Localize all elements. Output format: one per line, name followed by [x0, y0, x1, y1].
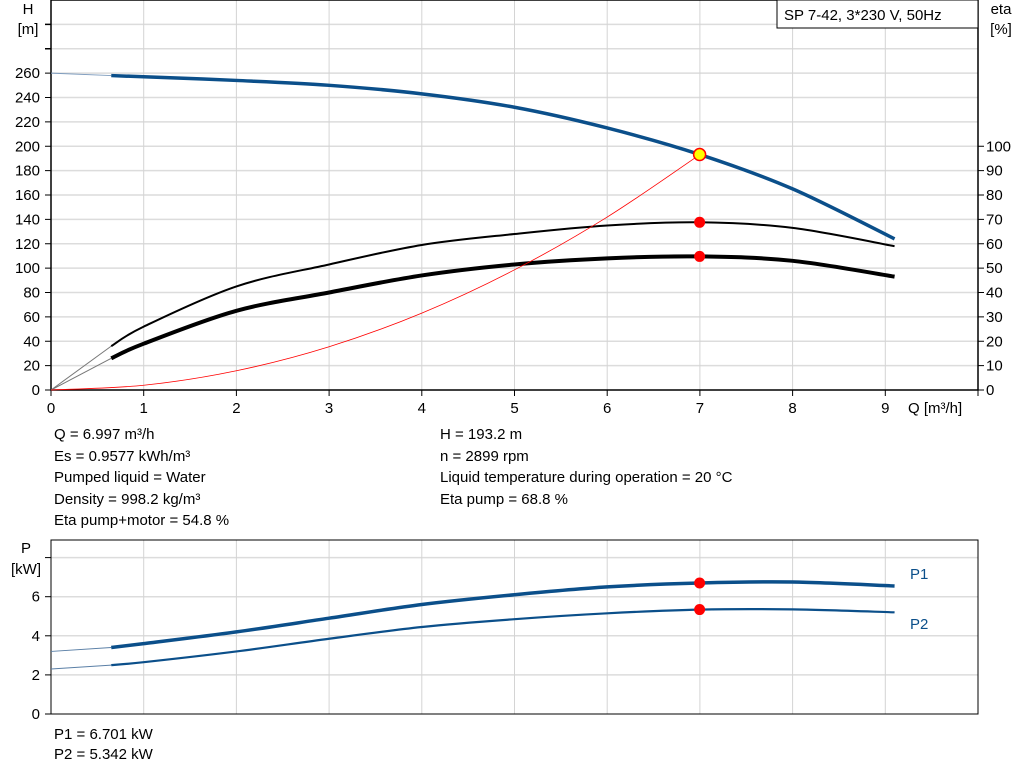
chart-title: SP 7-42, 3*230 V, 50Hz — [784, 7, 942, 24]
info-left: Q = 6.997 m³/h Es = 0.9577 kWh/m³ Pumped… — [54, 424, 229, 532]
info-p1: P1 = 6.701 kW — [54, 726, 153, 743]
P2-extrapolated-line — [50, 664, 112, 670]
info-p2: P2 = 5.342 kW — [54, 746, 153, 763]
y2-axis-label: eta — [991, 1, 1013, 18]
y-tick-label: 200 — [15, 138, 40, 155]
eta_pump_motor-curve — [110, 254, 895, 361]
P1-label: P1 — [910, 566, 928, 583]
y-tick-label: 180 — [15, 163, 40, 180]
x-tick-label: 7 — [696, 400, 704, 417]
system_curve-curve — [50, 154, 701, 391]
p-tick-label: 2 — [32, 667, 40, 684]
p-axis-unit: [kW] — [11, 561, 41, 578]
y-tick-label: 160 — [15, 187, 40, 204]
y-tick-label: 40 — [23, 333, 40, 350]
x-tick-label: 9 — [881, 400, 889, 417]
y-tick-label: 220 — [15, 114, 40, 131]
y-tick-label: 20 — [23, 358, 40, 375]
y-tick-label: 100 — [15, 260, 40, 277]
info-liquid: Pumped liquid = Water — [54, 469, 206, 486]
info-eta-total: Eta pump+motor = 54.8 % — [54, 512, 230, 529]
y-tick-label: 240 — [15, 90, 40, 107]
y2-axis-unit: [%] — [990, 21, 1012, 38]
y-axis-unit: [m] — [18, 21, 39, 38]
y2-tick-label: 70 — [986, 211, 1003, 228]
P2-curve — [111, 607, 895, 667]
y-tick-label: 80 — [23, 285, 40, 302]
x-tick-label: 5 — [510, 400, 518, 417]
y-axis-label: H — [23, 1, 34, 18]
eta-total-duty-marker — [694, 250, 706, 262]
x-tick-label: 8 — [788, 400, 796, 417]
H-extrapolated-line — [50, 72, 112, 77]
y2-tick-label: 20 — [986, 333, 1003, 350]
p-axis-label: P — [21, 540, 31, 557]
x-tick-label: 1 — [140, 400, 148, 417]
p-tick-label: 4 — [32, 628, 40, 645]
y2-tick-label: 80 — [986, 187, 1003, 204]
y2-tick-label: 0 — [986, 382, 994, 399]
y2-tick-label: 100 — [986, 138, 1011, 155]
power-info: P1 = 6.701 kW P2 = 5.342 kW — [54, 725, 153, 765]
x-tick-label: 2 — [232, 400, 240, 417]
info-right: H = 193.2 m n = 2899 rpm Liquid temperat… — [440, 424, 732, 510]
x-axis-label: Q [m³/h] — [908, 400, 962, 417]
y2-tick-label: 40 — [986, 285, 1003, 302]
x-tick-label: 0 — [47, 400, 55, 417]
x-tick-label: 6 — [603, 400, 611, 417]
info-h: H = 193.2 m — [440, 426, 523, 443]
x-tick-label: 4 — [418, 400, 426, 417]
eta_pump-extrapolated-line — [50, 345, 112, 391]
P1-curve — [111, 580, 895, 650]
power-plot-frame — [50, 539, 979, 715]
P2-label: P2 — [910, 616, 928, 633]
p2-duty-marker — [694, 604, 706, 616]
y-tick-label: 260 — [15, 65, 40, 82]
y2-tick-label: 60 — [986, 236, 1003, 253]
y-tick-label: 0 — [32, 382, 40, 399]
duty-point-marker — [692, 147, 707, 162]
x-tick-label: 3 — [325, 400, 333, 417]
y2-tick-label: 10 — [986, 358, 1003, 375]
title-box — [776, 0, 979, 29]
info-q: Q = 6.997 m³/h — [54, 426, 155, 443]
info-density: Density = 998.2 kg/m³ — [54, 490, 201, 508]
p1-duty-marker — [694, 577, 706, 589]
eta_pump_motor-extrapolated-line — [50, 357, 112, 391]
y2-tick-label: 90 — [986, 163, 1003, 180]
H-curve — [111, 73, 896, 241]
eta_pump-curve — [110, 221, 895, 347]
y-tick-label: 120 — [15, 236, 40, 253]
y-tick-label: 60 — [23, 309, 40, 326]
P1-extrapolated-line — [50, 647, 112, 652]
info-es: Es = 0.9577 kWh/m³ — [54, 447, 191, 465]
y-tick-label: 140 — [15, 211, 40, 228]
y2-tick-label: 30 — [986, 309, 1003, 326]
eta-pump-duty-marker — [694, 216, 706, 228]
p-tick-label: 6 — [32, 589, 40, 606]
info-eta-pump: Eta pump = 68.8 % — [440, 490, 568, 508]
info-temp: Liquid temperature during operation = 20… — [440, 469, 733, 486]
p-tick-label: 0 — [32, 706, 40, 723]
info-n: n = 2899 rpm — [440, 447, 529, 465]
y2-tick-label: 50 — [986, 260, 1003, 277]
